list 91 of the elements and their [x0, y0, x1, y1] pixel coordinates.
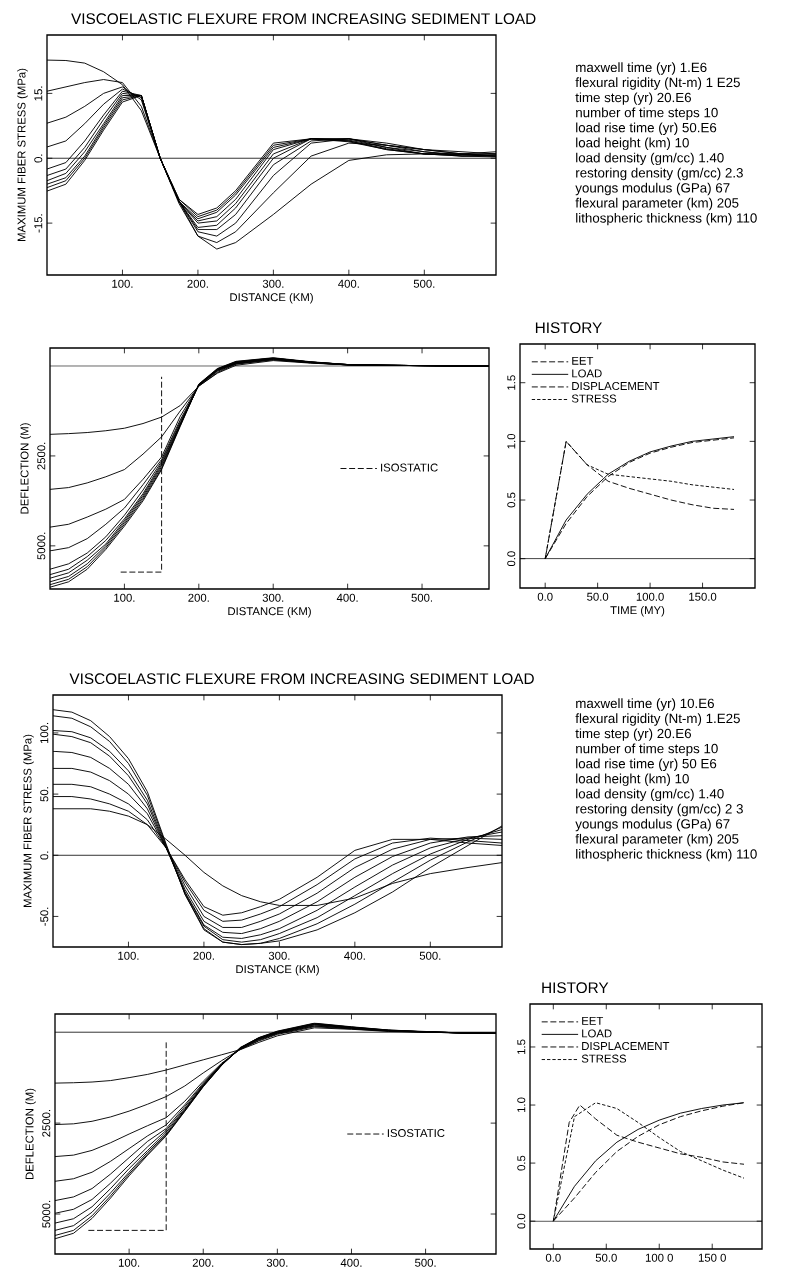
y-tick-label: 0.0 [507, 551, 516, 567]
y-tick-label: 0.5 [517, 1155, 526, 1171]
x-axis-title: DISTANCE (KM) [236, 964, 319, 976]
x-tick-label: 300. [262, 593, 284, 602]
x-tick-label: 100. [112, 279, 133, 288]
legend-label: EET [582, 1016, 604, 1025]
x-tick-label: 300. [268, 951, 290, 960]
chart-title: VISCOELASTIC FLEXURE FROM INCREASING SEDIMENT LOAD [69, 673, 534, 685]
y-tick-label: 0.5 [507, 492, 516, 508]
y-tick-label: 50. [40, 787, 49, 802]
x-tick-label: 200. [187, 279, 208, 288]
x-tick-label: 100 0 [645, 1253, 673, 1262]
x-tick-label: 100. [114, 593, 135, 602]
text: load density (gm/cc) 1.40 [576, 152, 724, 166]
x-tick-label: 500. [419, 951, 441, 960]
y-tick-label: 5000. [42, 1200, 51, 1228]
x-tick-label: 400. [338, 279, 359, 288]
text: maxwell time (yr) 10.E6 [576, 698, 714, 711]
x-axis-title: DISTANCE (KM) [228, 606, 311, 618]
y-tick-label: 5000. [37, 532, 46, 560]
y-tick-label: 100. [40, 722, 49, 744]
legend-label: STRESS [571, 394, 617, 403]
text: flexural rigidity (Nt-m) 1.E25 [575, 713, 740, 726]
x-tick-label: 300. [266, 1258, 288, 1267]
legend-label: ISOSTATIC [387, 1129, 445, 1138]
text: flexural parameter (km) 205 [575, 833, 739, 847]
text: number of time steps 10 [576, 743, 718, 756]
legend-label: EET [572, 356, 594, 365]
x-tick-label: 100. [118, 1258, 140, 1267]
text: load height (km) 10 [576, 773, 689, 787]
x-tick-label: 400. [344, 951, 365, 960]
y-tick-label: 0. [40, 851, 49, 860]
text: lithospheric thickness (km) 110 [576, 848, 757, 862]
y-tick-label: -50. [40, 907, 49, 926]
text: time step (yr) 20.E6 [575, 728, 692, 741]
y-tick-label: 0.0 [517, 1213, 526, 1229]
x-tick-label: 50.0 [587, 592, 609, 601]
text: restoring density (gm/cc) 2.3 [576, 167, 743, 181]
text: load height (km) 10 [576, 137, 689, 151]
text: lithospheric thickness (km) 110 [576, 212, 757, 226]
text: load density (gm/cc) 1.40 [576, 788, 724, 802]
x-tick-label: 200. [193, 951, 214, 960]
y-axis-title: MAXIMUM FIBER STRESS (MPa) [17, 68, 28, 241]
text: load rise time (yr) 50 E6 [576, 758, 717, 771]
x-tick-label: 400. [340, 1258, 362, 1267]
x-axis-title: DISTANCE (KM) [230, 292, 313, 304]
text: flexural parameter (km) 205 [575, 197, 739, 211]
x-tick-label: 500. [413, 279, 435, 288]
x-tick-label: 200. [188, 593, 209, 602]
y-axis-title: DEFLECTION (M) [25, 1088, 36, 1180]
x-tick-label: 500. [411, 593, 433, 602]
x-tick-label: 150.0 [689, 592, 717, 601]
chart-title: VISCOELASTIC FLEXURE FROM INCREASING SEDIMENT LOAD [71, 13, 536, 25]
chart-title: HISTORY [542, 982, 609, 994]
text: load rise time (yr) 50.E6 [576, 122, 717, 135]
legend-label: LOAD [582, 1029, 612, 1038]
x-tick-label: 0.0 [545, 1253, 561, 1262]
text: restoring density (gm/cc) 2 3 [576, 803, 743, 817]
x-tick-label: 300. [262, 279, 284, 288]
x-axis-title: TIME (MY) [610, 605, 665, 617]
legend-label: ISOSTATIC [381, 463, 438, 472]
y-tick-label: 1.5 [517, 1039, 526, 1054]
y-tick-label: 2500. [37, 442, 46, 470]
legend-label: LOAD [572, 369, 602, 378]
y-tick-label: 1.0 [517, 1097, 526, 1113]
x-tick-label: 50.0 [595, 1253, 617, 1262]
text: maxwell time (yr) 1.E6 [576, 62, 707, 75]
text: flexural rigidity (Nt-m) 1 E25 [575, 77, 740, 90]
x-tick-label: 0.0 [537, 592, 553, 601]
y-tick-label: 15. [34, 86, 43, 101]
x-tick-label: 500. [415, 1258, 436, 1267]
legend-label: DISPLACEMENT [572, 381, 660, 390]
y-tick-label: 1.5 [507, 375, 516, 390]
y-tick-label: 1.0 [507, 433, 516, 449]
text: time step (yr) 20.E6 [575, 92, 692, 105]
text: youngs modulus (GPa) 67 [575, 182, 730, 196]
y-axis-title: DEFLECTION (M) [20, 423, 31, 514]
y-tick-label: 0. [34, 154, 43, 163]
text: youngs modulus (GPa) 67 [575, 818, 730, 832]
y-tick-label: 2500. [42, 1109, 51, 1137]
legend-label: DISPLACEMENT [582, 1042, 670, 1051]
x-tick-label: 100. [118, 951, 139, 960]
legend-label: STRESS [581, 1054, 627, 1063]
x-tick-label: 100.0 [636, 592, 664, 601]
x-tick-label: 200. [192, 1258, 214, 1267]
y-tick-label: -15. [34, 214, 43, 233]
text: number of time steps 10 [576, 107, 718, 120]
y-axis-title: MAXIMUM FIBER STRESS (MPa) [23, 734, 34, 907]
chart-title: HISTORY [535, 322, 602, 334]
x-tick-label: 150 0 [698, 1253, 726, 1262]
x-tick-label: 400. [336, 593, 358, 602]
